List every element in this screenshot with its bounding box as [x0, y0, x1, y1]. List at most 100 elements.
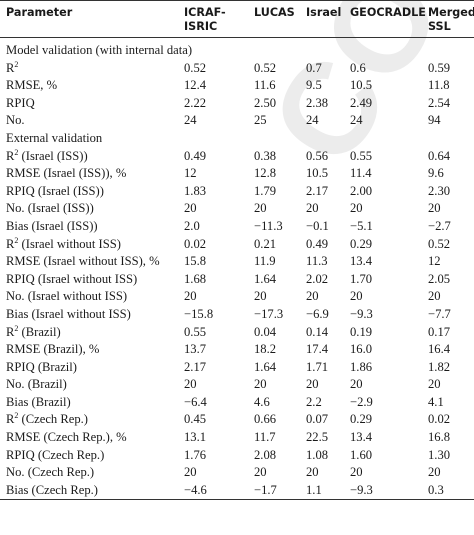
value-cell: 1.86: [350, 359, 373, 374]
value-cell: 2.02: [306, 271, 329, 286]
value-cell: 0.02: [184, 236, 207, 251]
value-cell: 20: [350, 465, 363, 480]
value-cell: 2.00: [350, 183, 373, 198]
table-row: No. (Israel without ISS) 20 20 20 20 20: [0, 288, 474, 306]
value-cell: 0.07: [306, 412, 329, 427]
value-cell: 20: [184, 377, 197, 392]
table-row: R2 (Czech Rep.) 0.45 0.66 0.07 0.29 0.02: [0, 411, 474, 429]
value-cell: 2.17: [184, 359, 207, 374]
value-cell: −5.1: [350, 218, 373, 233]
value-cell: 1.30: [428, 447, 451, 462]
value-cell: 20: [350, 289, 363, 304]
value-cell: 2.2: [306, 394, 322, 409]
value-cell: 2.50: [254, 95, 277, 110]
parameter-cell: External validation: [6, 131, 103, 146]
table-row: RPIQ (Israel without ISS) 1.68 1.64 2.02 1.7…: [0, 271, 474, 289]
value-cell: 17.4: [306, 342, 329, 357]
table-row: Bias (Israel (ISS)) 2.0 −11.3 −0.1 −5.1 −2.7: [0, 218, 474, 236]
value-cell: 20: [350, 201, 363, 216]
table-row: No. (Czech Rep.) 20 20 20 20 20: [0, 464, 474, 482]
parameter-cell: R2 (Czech Rep.): [6, 411, 88, 427]
table-row: RPIQ (Czech Rep.) 1.76 2.08 1.08 1.60 1.30: [0, 447, 474, 465]
value-cell: 1.1: [306, 482, 322, 497]
value-cell: 0.49: [184, 148, 207, 163]
value-cell: 1.71: [306, 359, 329, 374]
value-cell: −11.3: [254, 218, 283, 233]
value-cell: 13.7: [184, 342, 207, 357]
value-cell: 12: [428, 254, 441, 269]
parameter-cell: No. (Israel without ISS): [6, 289, 128, 304]
value-cell: −6.4: [184, 394, 207, 409]
value-cell: 20: [428, 201, 441, 216]
value-cell: 2.05: [428, 271, 451, 286]
value-cell: 20: [306, 201, 319, 216]
value-cell: 1.82: [428, 359, 451, 374]
header-geocradle: GEOCRADLE: [350, 6, 426, 19]
table-row: R2 0.52 0.52 0.7 0.6 0.59: [0, 60, 474, 78]
table-row: RMSE (Israel (ISS)), % 12 12.8 10.5 11.4 9.6: [0, 165, 474, 183]
value-cell: 12: [184, 166, 197, 181]
parameter-cell: RMSE, %: [6, 78, 58, 93]
value-cell: 24: [306, 113, 319, 128]
parameter-cell: R2 (Israel (ISS)): [6, 147, 88, 163]
value-cell: 0.6: [350, 60, 366, 75]
value-cell: 0.21: [254, 236, 277, 251]
value-cell: 1.60: [350, 447, 373, 462]
value-cell: 20: [184, 201, 197, 216]
value-cell: −2.7: [428, 218, 451, 233]
table-row: RMSE, % 12.4 11.6 9.5 10.5 11.8: [0, 77, 474, 95]
results-table: Parameter ICRAF- ISRIC LUCAS Israel GEOCR…: [0, 0, 474, 500]
parameter-cell: No. (Czech Rep.): [6, 465, 95, 480]
value-cell: 11.4: [350, 166, 372, 181]
value-cell: 0.49: [306, 236, 329, 251]
header-merged-ssl: Merged SSL: [428, 6, 474, 33]
value-cell: 20: [184, 289, 197, 304]
value-cell: 20: [184, 465, 197, 480]
value-cell: 0.59: [428, 60, 451, 75]
value-cell: 0.29: [350, 412, 373, 427]
value-cell: 0.55: [184, 324, 207, 339]
value-cell: 25: [254, 113, 267, 128]
value-cell: 1.70: [350, 271, 373, 286]
value-cell: 0.19: [350, 324, 373, 339]
value-cell: 10.5: [306, 166, 329, 181]
value-cell: 11.6: [254, 78, 276, 93]
value-cell: 1.83: [184, 183, 207, 198]
value-cell: 0.52: [254, 60, 277, 75]
value-cell: 0.45: [184, 412, 207, 427]
value-cell: 16.4: [428, 342, 451, 357]
value-cell: 0.64: [428, 148, 451, 163]
parameter-cell: RPIQ (Brazil): [6, 359, 77, 374]
table-row: RPIQ 2.22 2.50 2.38 2.49 2.54: [0, 95, 474, 113]
table-row: No. (Brazil) 20 20 20 20 20: [0, 376, 474, 394]
value-cell: 2.22: [184, 95, 207, 110]
value-cell: 1.64: [254, 359, 277, 374]
value-cell: −15.8: [184, 306, 214, 321]
parameter-cell: RPIQ (Czech Rep.): [6, 447, 105, 462]
value-cell: 20: [428, 289, 441, 304]
value-cell: 11.9: [254, 254, 276, 269]
value-cell: 13.1: [184, 430, 207, 445]
header-icraf-isric: ICRAF- ISRIC: [184, 6, 226, 33]
parameter-cell: Bias (Israel (ISS)): [6, 218, 98, 233]
value-cell: 11.3: [306, 254, 328, 269]
value-cell: 12.4: [184, 78, 207, 93]
parameter-cell: R2: [6, 59, 19, 75]
value-cell: 1.64: [254, 271, 277, 286]
value-cell: 20: [428, 377, 441, 392]
value-cell: 9.5: [306, 78, 322, 93]
value-cell: 0.56: [306, 148, 329, 163]
value-cell: 22.5: [306, 430, 329, 445]
value-cell: 20: [428, 465, 441, 480]
table-row: RMSE (Israel without ISS), % 15.8 11.9 11.3…: [0, 253, 474, 271]
table-row: Bias (Israel without ISS) −15.8 −17.3 −6.9 −…: [0, 306, 474, 324]
header-parameter: Parameter: [6, 6, 73, 19]
value-cell: 0.52: [428, 236, 451, 251]
value-cell: −9.3: [350, 306, 373, 321]
parameter-cell: Bias (Czech Rep.): [6, 482, 98, 497]
table-row: R2 (Israel (ISS)) 0.49 0.38 0.56 0.55 0.64: [0, 148, 474, 166]
header-row: Parameter ICRAF- ISRIC LUCAS Israel GEOCR…: [0, 0, 474, 38]
value-cell: 16.8: [428, 430, 451, 445]
parameter-cell: No. (Brazil): [6, 377, 67, 392]
value-cell: −9.3: [350, 482, 373, 497]
